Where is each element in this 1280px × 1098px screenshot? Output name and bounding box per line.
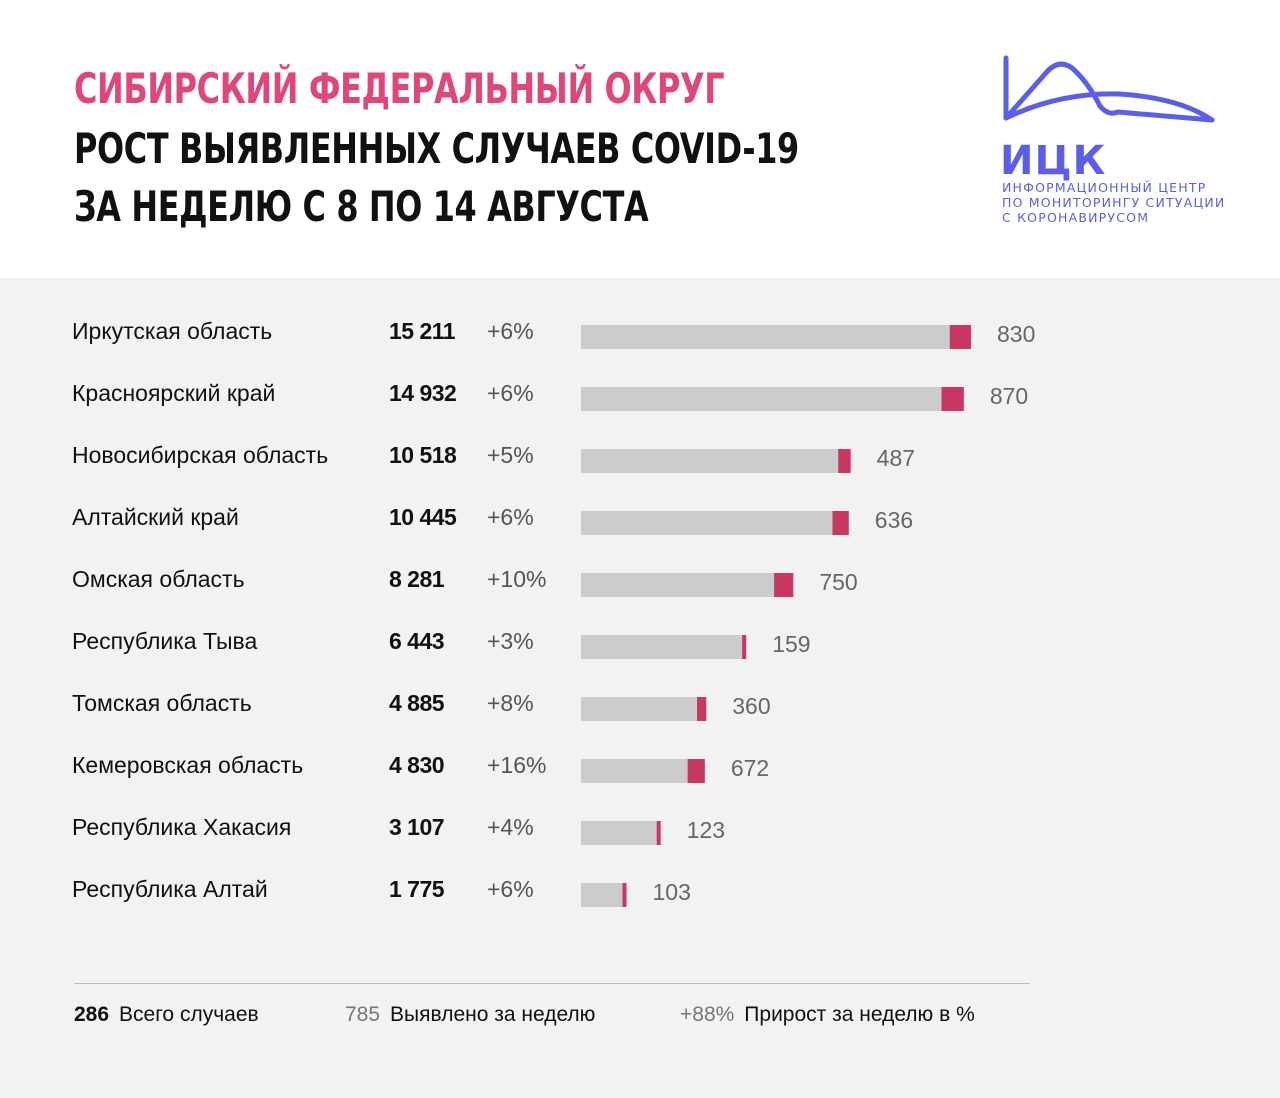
region-label: Иркутская область [72,318,273,344]
new-cases-label: 360 [732,693,771,719]
new-cases-label: 159 [772,631,811,657]
logo-name: ИЦК [1000,138,1107,184]
region-label: Алтайский край [72,504,239,530]
growth-percent-label: +6% [487,876,534,902]
region-label: Республика Алтай [72,876,268,902]
title-region: СИБИРСКИЙ ФЕДЕРАЛЬНЫЙ ОКРУГ [74,64,725,113]
total-cases-label: 1 775 [389,876,445,902]
region-label: Кемеровская область [72,752,304,778]
total-cases-label: 15 211 [389,318,456,344]
growth-percent-label: +3% [487,628,534,654]
total-cases-label: 4 830 [389,752,445,778]
new-cases-label: 103 [652,879,691,905]
new-cases-label: 830 [997,321,1036,347]
legend-total-label: Всего случаев [119,1003,259,1026]
legend-new-sample: 785 [345,1003,381,1026]
legend-new-label: Выявлено за неделю [390,1003,596,1026]
region-label: Новосибирская область [72,442,329,468]
title-period: ЗА НЕДЕЛЮ С 8 ПО 14 АВГУСТА [74,182,649,231]
total-cases-label: 4 885 [389,690,445,716]
new-cases-label: 487 [876,445,916,471]
logo-caption-line: ИНФОРМАЦИОННЫЙ ЦЕНТР [1002,180,1207,195]
legend-pct: +88% Прирост за неделю в % [680,1003,975,1027]
title-main: РОСТ ВЫЯВЛЕННЫХ СЛУЧАЕВ COVID-19 [74,124,799,173]
legend-new: 785 Выявлено за неделю [345,1003,595,1027]
growth-percent-label: +10% [487,566,547,592]
chart-panel [0,278,1280,1098]
legend-total: 286 Всего случаев [74,1003,259,1027]
header: СИБИРСКИЙ ФЕДЕРАЛЬНЫЙ ОКРУГ РОСТ ВЫЯВЛЕН… [0,0,1280,278]
logo-caption-line: ПО МОНИТОРИНГУ СИТУАЦИИ [1002,195,1226,210]
total-cases-label: 8 281 [389,566,445,592]
new-cases-label: 636 [874,507,914,533]
new-cases-label: 672 [730,755,770,781]
total-cases-label: 10 518 [389,442,457,468]
logo-caption-line: С КОРОНАВИРУСОМ [1002,210,1150,225]
region-label: Омская область [72,566,245,592]
total-cases-label: 10 445 [389,504,457,530]
new-cases-label: 123 [686,817,726,843]
growth-percent-label: +4% [487,814,534,840]
new-cases-label: 750 [819,569,858,595]
total-cases-label: 3 107 [389,814,445,840]
legend-total-sample: 286 [74,1003,110,1026]
growth-percent-label: +6% [487,504,534,530]
growth-percent-label: +8% [487,690,534,716]
legend-pct-label: Прирост за неделю в % [744,1003,975,1026]
region-label: Республика Тыва [72,628,258,654]
region-label: Республика Хакасия [72,814,292,840]
logo-graphic-icon [1003,55,1215,123]
region-label: Томская область [72,690,252,716]
growth-percent-label: +5% [487,442,534,468]
growth-percent-label: +6% [487,318,534,344]
growth-percent-label: +16% [487,752,547,778]
region-label: Красноярский край [72,380,276,406]
total-cases-label: 6 443 [389,628,445,654]
legend-pct-sample: +88% [680,1003,735,1026]
divider [74,983,1030,984]
growth-percent-label: +6% [487,380,534,406]
total-cases-label: 14 932 [389,380,457,406]
new-cases-label: 870 [989,383,1029,409]
